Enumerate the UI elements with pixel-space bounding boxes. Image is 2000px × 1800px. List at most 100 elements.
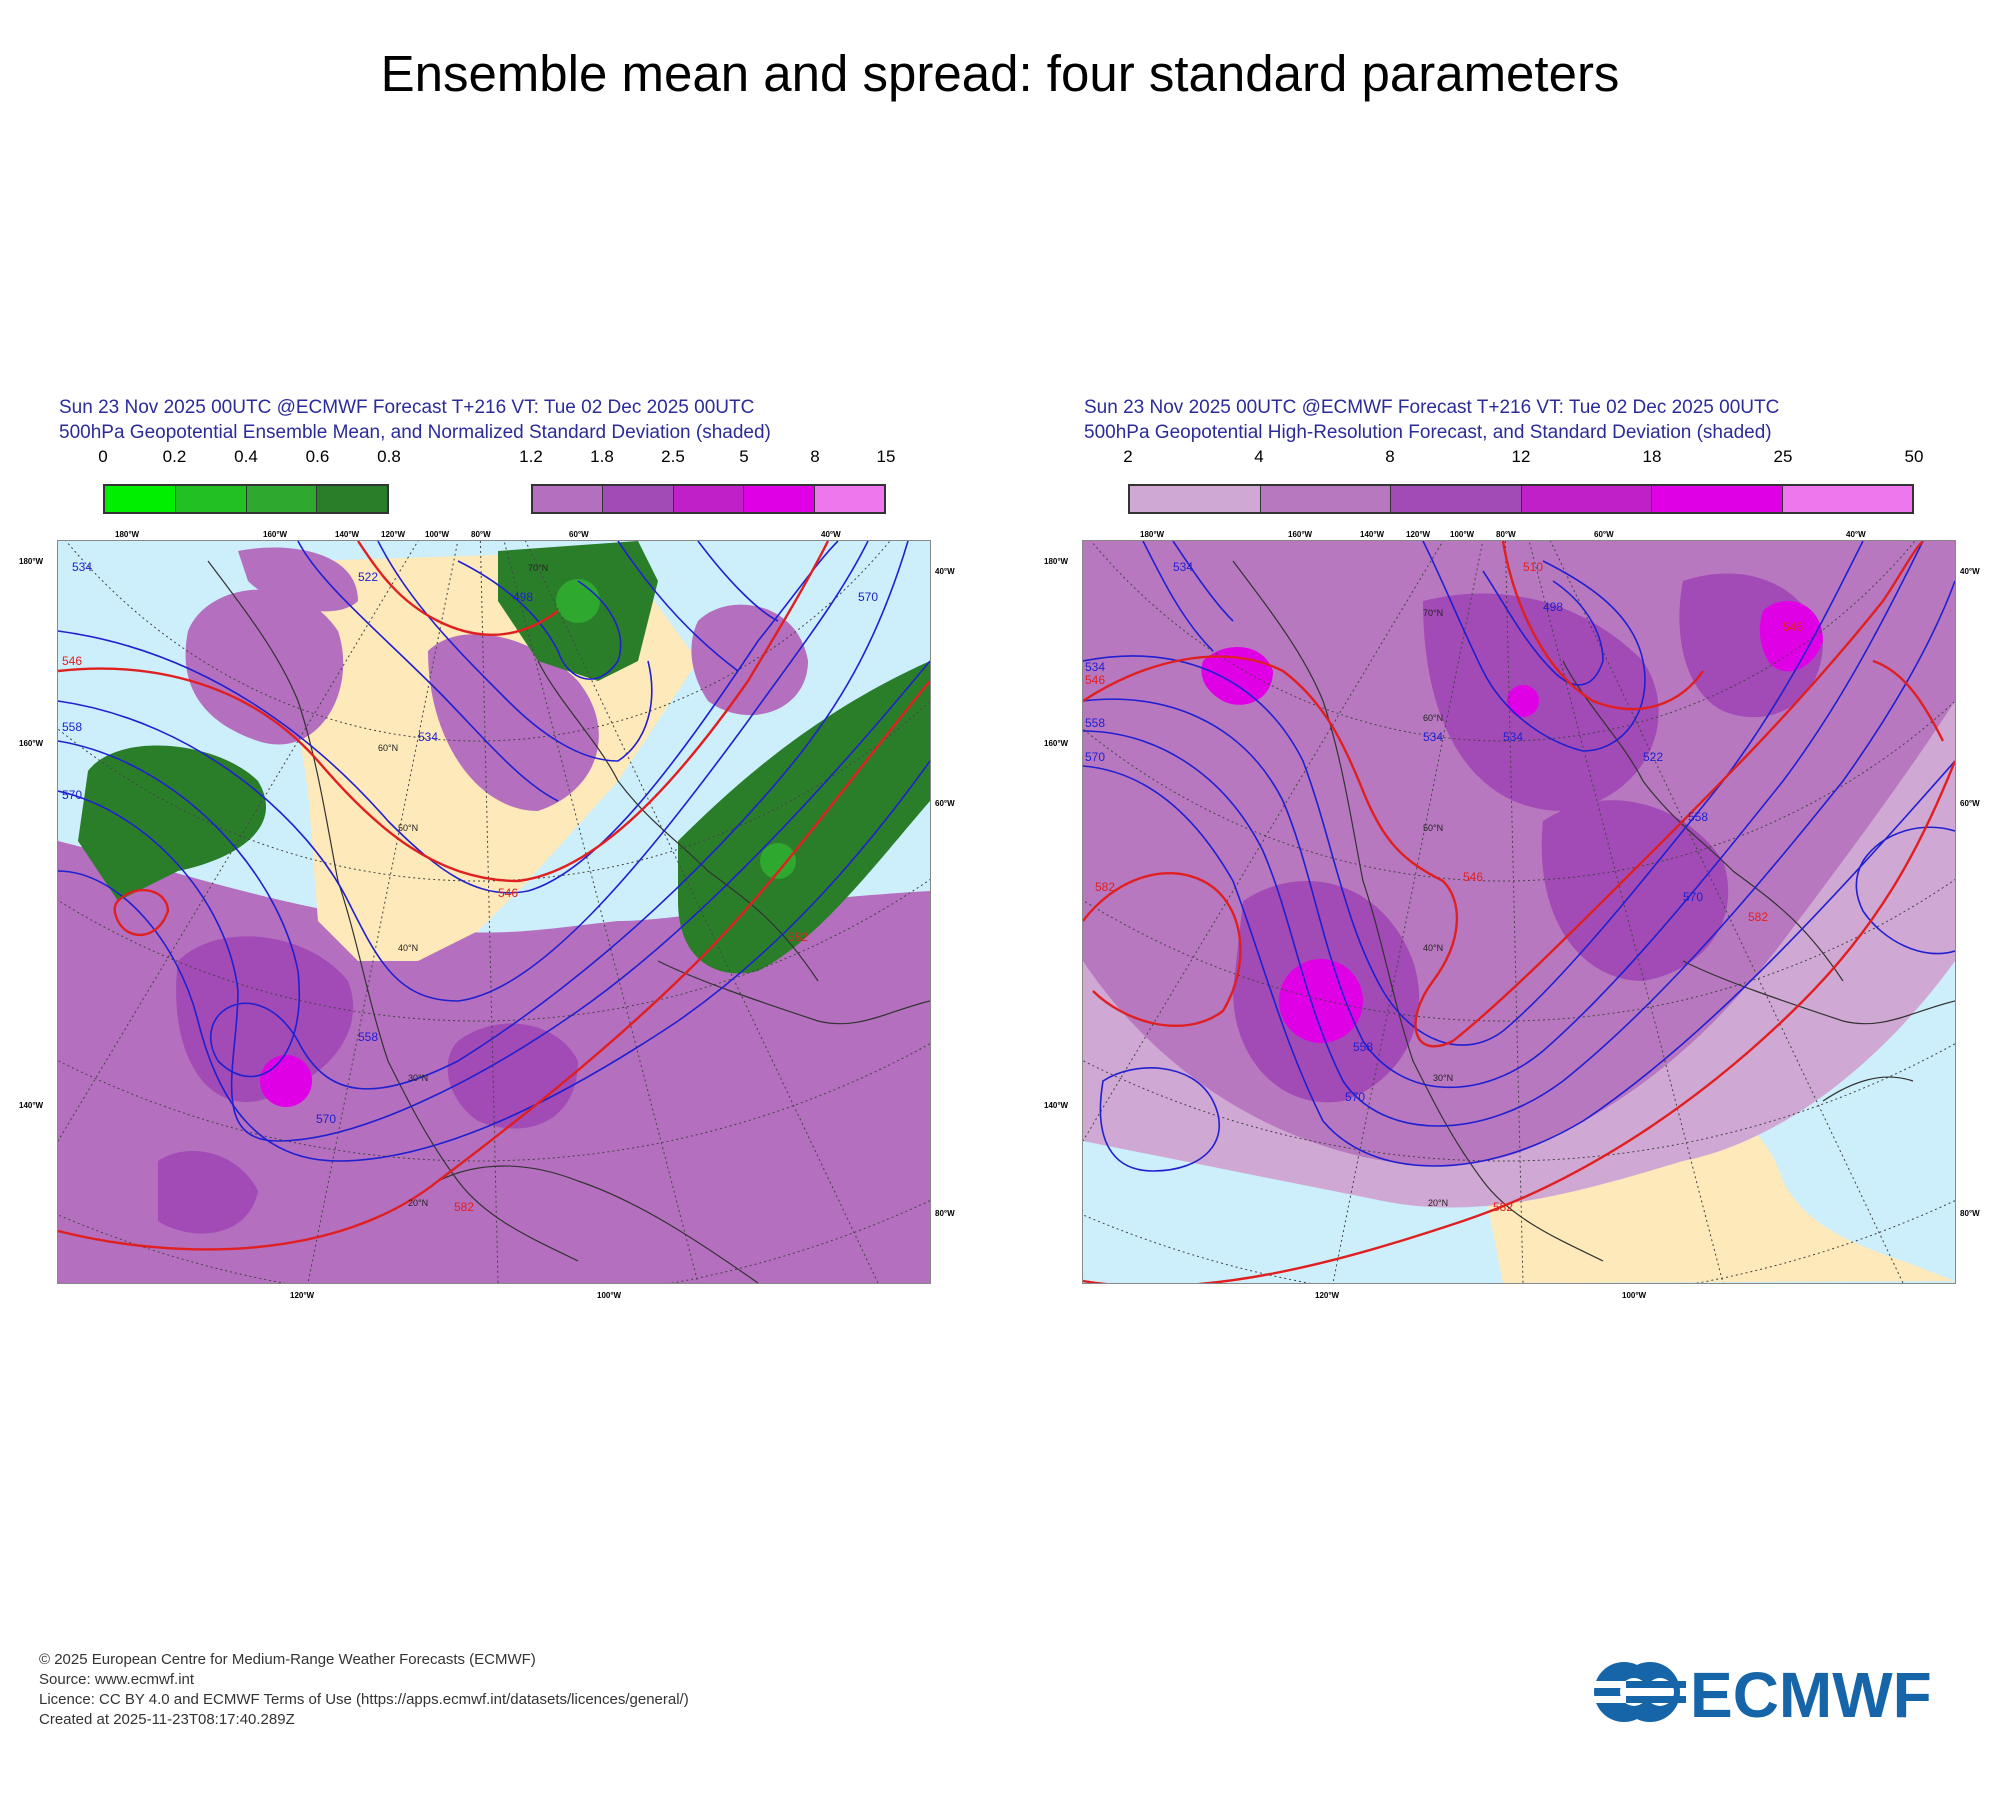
contour-label: 570 [858, 590, 878, 604]
map-canvas: 546 534 558 570 582 546 534 558 570 534 … [1083, 541, 1955, 1283]
high-res-map: 546 534 558 570 582 546 534 558 570 534 … [1082, 540, 1956, 1284]
lon-label: 180°W [1140, 530, 1165, 539]
contour-label: 570 [1345, 1090, 1365, 1104]
ecmwf-logo: ECMWF [1594, 1657, 1964, 1731]
spread-colorbar-swatches [1128, 484, 1914, 514]
contour-label: 534 [1173, 560, 1193, 574]
right-edge-label: 40°W [935, 567, 955, 576]
contour-label: 522 [358, 570, 378, 584]
lat-label: 50°N [398, 823, 418, 833]
contour-label: 534 [418, 730, 438, 744]
contour-label: 570 [316, 1112, 336, 1126]
lat-label: 60°N [1423, 713, 1443, 723]
contour-label: 546 [62, 654, 82, 668]
contour-label: 534 [72, 560, 92, 574]
footer: © 2025 European Centre for Medium-Range … [39, 1650, 689, 1730]
ensemble-mean-map: 546 558 570 546 534 558 570 582 582 498 … [57, 540, 931, 1284]
colorbar-tick: 4 [1254, 447, 1264, 466]
lat-label: 30°N [408, 1073, 428, 1083]
contour-label: 534 [1085, 660, 1105, 674]
contour-label: 546 [1783, 620, 1803, 634]
colorbar-tick: 0.4 [234, 447, 258, 466]
contour-label: 558 [1688, 810, 1708, 824]
lon-label: 180°W [115, 530, 140, 539]
footer-copyright: © 2025 European Centre for Medium-Range … [39, 1651, 536, 1668]
right-edge-label: 40°W [1960, 567, 1980, 576]
colorbar-swatch [1782, 486, 1912, 512]
footer-created: Created at 2025-11-23T08:17:40.289Z [39, 1711, 295, 1728]
lon-label: 160°W [263, 530, 288, 539]
lon-label: 100°W [425, 530, 450, 539]
spread-colorbar-ticks: 2 4 8 12 18 25 50 [1123, 447, 1923, 473]
colorbar-tick: 0 [98, 447, 108, 466]
panel-title: Sun 23 Nov 2025 00UTC @ECMWF Forecast T+… [59, 395, 771, 445]
lon-label: 140°W [335, 530, 360, 539]
contour-label: 570 [62, 788, 82, 802]
colorbar-swatch [1652, 486, 1783, 512]
colorbar-tick: 2.5 [661, 447, 685, 466]
lat-edge-label: 160°W [19, 739, 44, 748]
panel-title-line1: Sun 23 Nov 2025 00UTC @ECMWF Forecast T+… [59, 397, 755, 418]
colorbar-swatch [1521, 486, 1652, 512]
colorbar-tick: 1.8 [590, 447, 614, 466]
colorbar-tick: 15 [876, 447, 896, 466]
lon-label: 60°W [1594, 530, 1614, 539]
lat-label: 60°N [378, 743, 398, 753]
colorbar-swatch [1391, 486, 1522, 512]
contour-label: 558 [358, 1030, 378, 1044]
colorbar-swatch [744, 486, 815, 512]
colorbar-tick: 8 [810, 447, 820, 466]
contour-label: 534 [1423, 730, 1443, 744]
colorbar-swatch [1260, 486, 1391, 512]
contour-label: 570 [1085, 750, 1105, 764]
footer-licence: Licence: CC BY 4.0 and ECMWF Terms of Us… [39, 1691, 689, 1708]
lat-label: 20°N [1428, 1198, 1448, 1208]
panel-title-line2: 500hPa Geopotential Ensemble Mean, and N… [59, 422, 771, 443]
lon-label: 80°W [471, 530, 491, 539]
colorbar-swatch [317, 486, 387, 512]
contour-label: 558 [62, 720, 82, 734]
ensemble-mean-panel: Sun 23 Nov 2025 00UTC @ECMWF Forecast T+… [19, 395, 955, 1315]
contour-label: 582 [1748, 910, 1768, 924]
contour-label: 582 [454, 1200, 474, 1214]
high-res-panel: Sun 23 Nov 2025 00UTC @ECMWF Forecast T+… [1044, 395, 1980, 1315]
colorbar-tick: 12 [1511, 447, 1531, 466]
colorbar-tick: 1.2 [519, 447, 543, 466]
right-edge-label: 80°W [935, 1209, 955, 1218]
contour-label: 522 [1643, 750, 1663, 764]
contour-label: 558 [1353, 1040, 1373, 1054]
panel-title-line1: Sun 23 Nov 2025 00UTC @ECMWF Forecast T+… [1084, 397, 1780, 418]
lat-label: 20°N [408, 1198, 428, 1208]
lon-label: 120°W [1315, 1291, 1340, 1300]
colorbar-tick: 25 [1773, 447, 1793, 466]
lon-label: 100°W [1622, 1291, 1647, 1300]
colorbar-swatch [533, 486, 604, 512]
colorbar-swatch [175, 486, 247, 512]
contour-label: 546 [1463, 870, 1483, 884]
lat-label: 50°N [1423, 823, 1443, 833]
lat-edge-label: 140°W [1044, 1101, 1069, 1110]
lon-label: 160°W [1288, 530, 1313, 539]
footer-source: Source: www.ecmwf.int [39, 1671, 195, 1688]
contour-label: 546 [498, 886, 518, 900]
lon-label: 140°W [1360, 530, 1385, 539]
purple-colorbar-ticks: 1.2 1.8 2.5 5 8 15 [519, 447, 895, 473]
logo-text: ECMWF [1690, 1659, 1932, 1727]
green-colorbar-swatches [103, 484, 389, 514]
contour-label: 534 [1503, 730, 1523, 744]
ecmwf-logo-icon: ECMWF [1594, 1659, 1932, 1731]
contour-label: 558 [1085, 716, 1105, 730]
contour-label: 582 [1493, 1200, 1513, 1214]
right-edge-label: 60°W [935, 799, 955, 808]
lon-label: 120°W [1406, 530, 1431, 539]
colorbar-tick: 2 [1123, 447, 1133, 466]
contour-label: 498 [513, 590, 533, 604]
colorbar-swatch [603, 486, 674, 512]
contour-label: 546 [1085, 673, 1105, 687]
lat-label: 40°N [398, 943, 418, 953]
right-edge-label: 80°W [1960, 1209, 1980, 1218]
lat-label: 70°N [528, 563, 548, 573]
contour-label: 498 [1543, 600, 1563, 614]
purple-colorbar-swatches [531, 484, 886, 514]
lat-edge-label: 180°W [19, 557, 44, 566]
